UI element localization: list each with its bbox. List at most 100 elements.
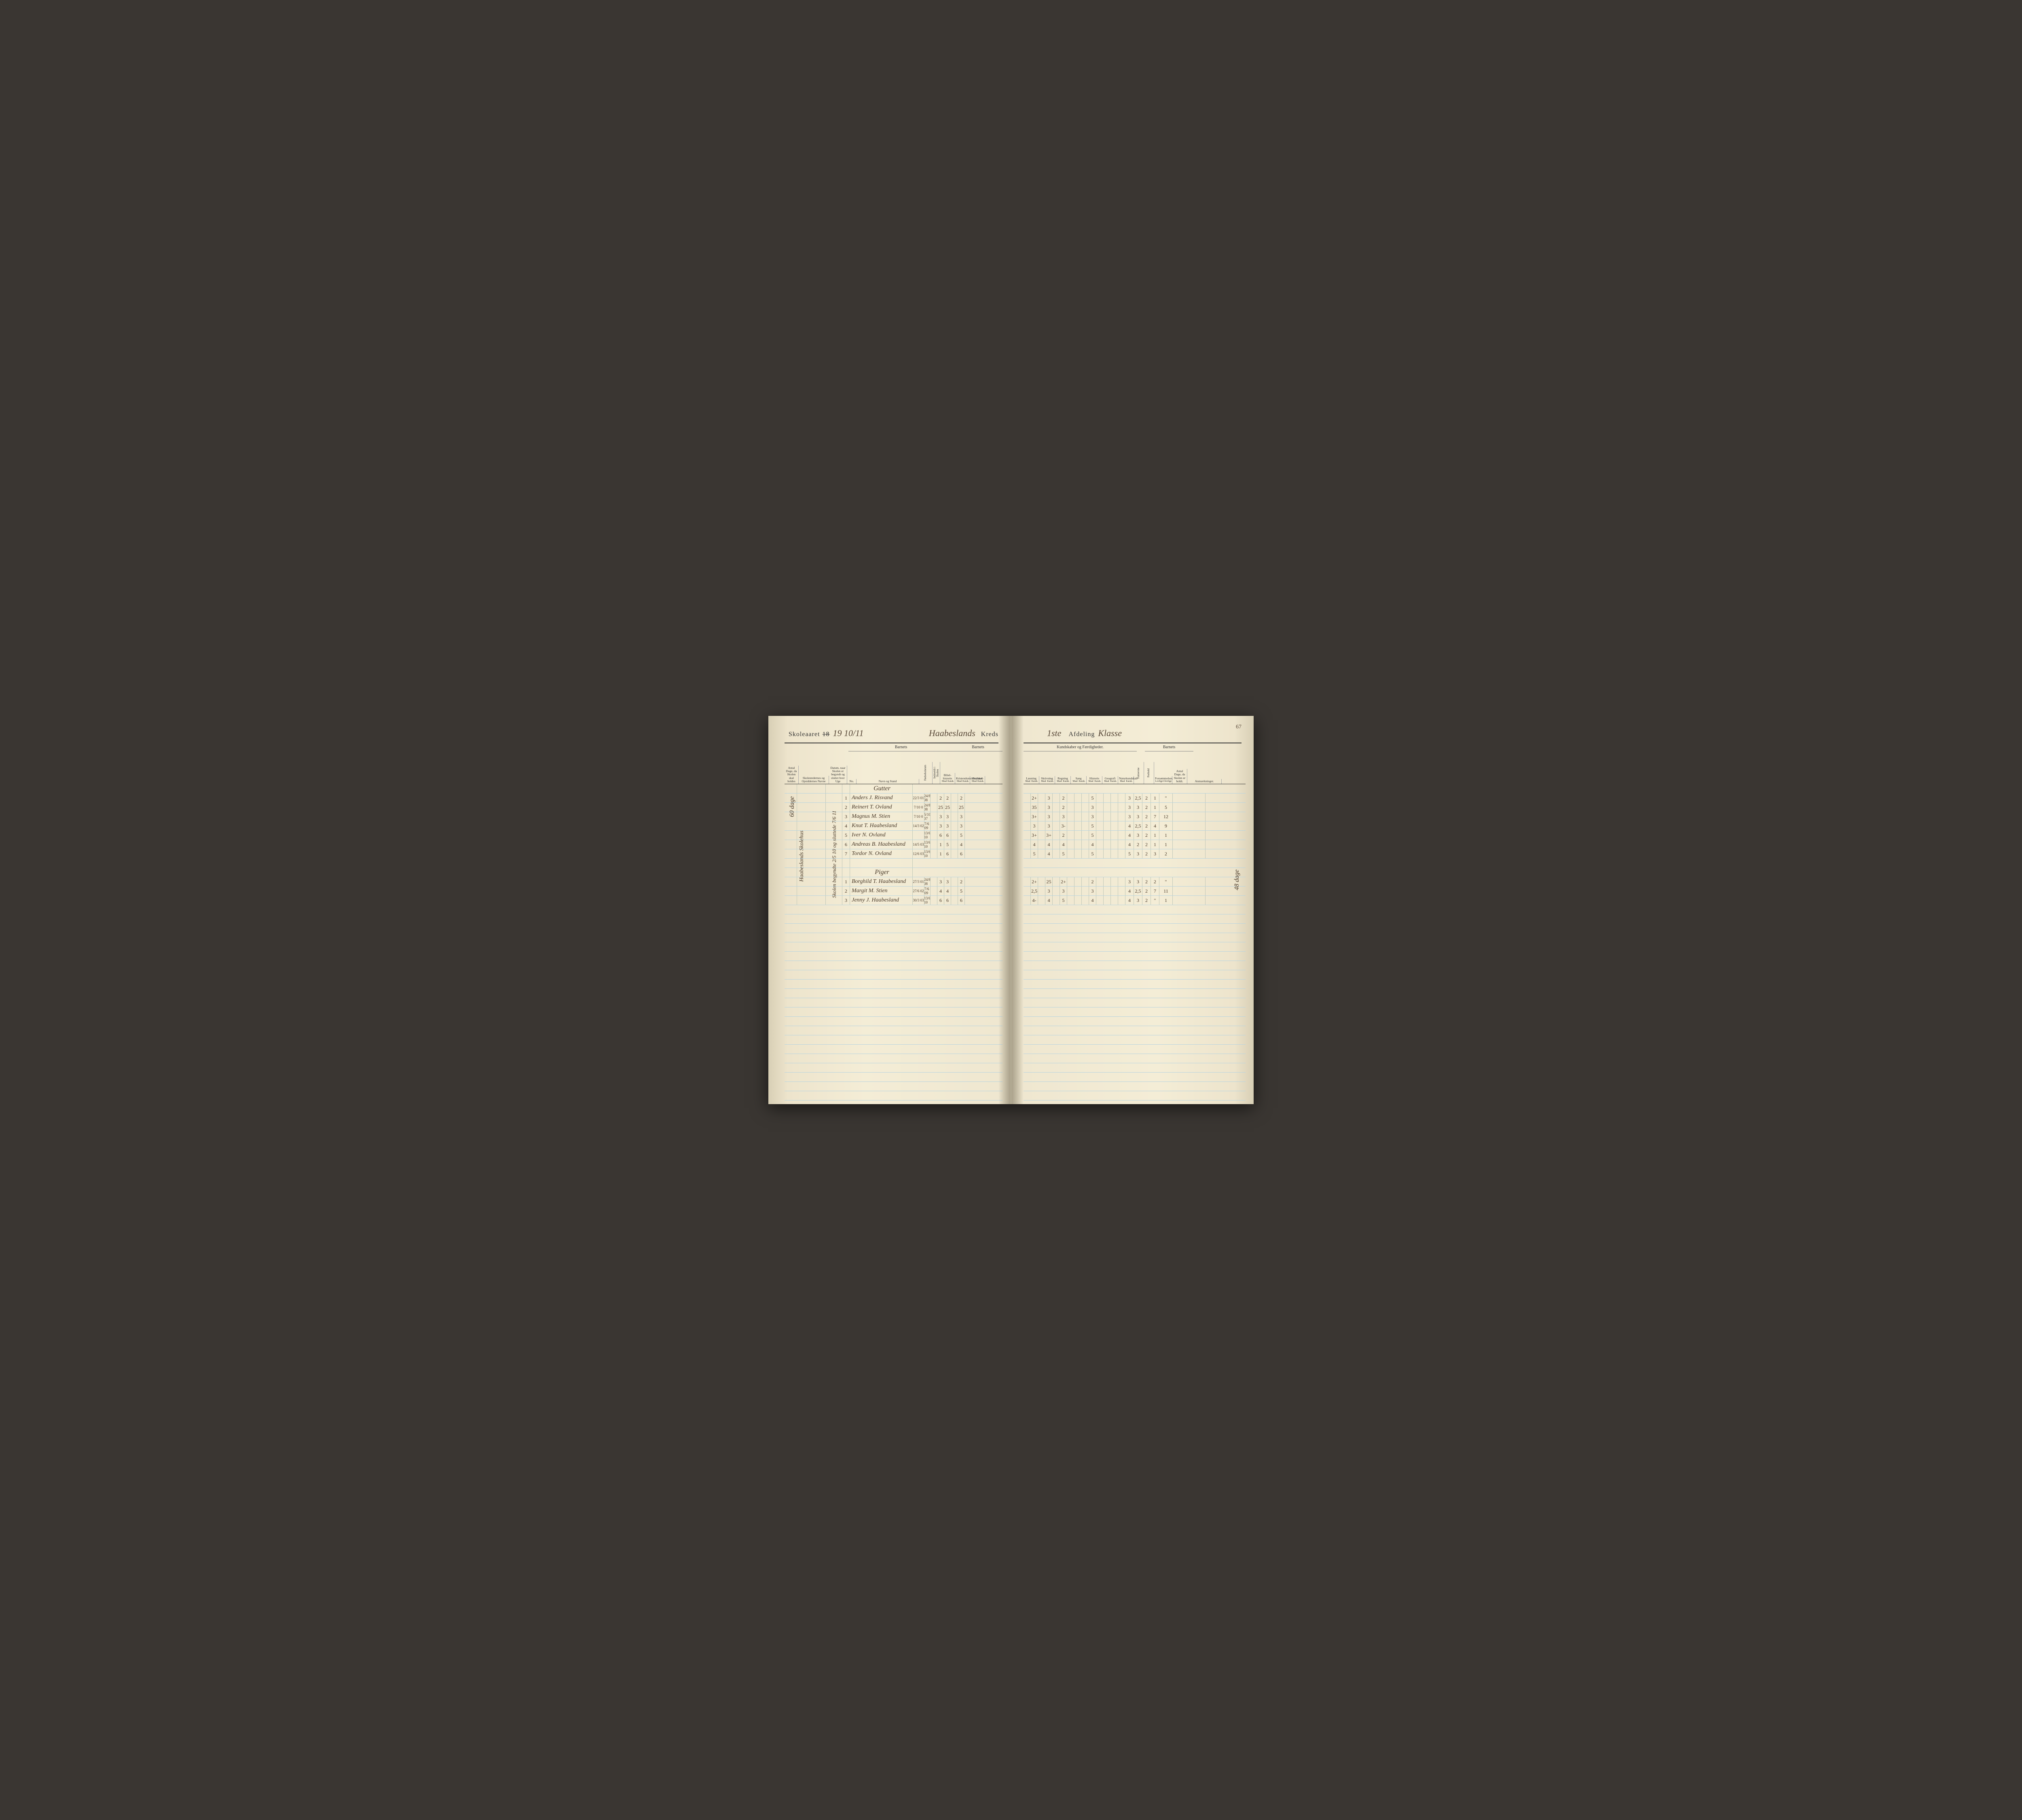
cell-b2: 4 xyxy=(937,887,944,895)
cell-re: 3 xyxy=(1060,887,1067,895)
cell-ad: 5 xyxy=(1159,803,1173,812)
cell-notes xyxy=(1173,803,1206,812)
cell-notes xyxy=(1173,887,1206,895)
cell-ad: 1 xyxy=(1159,896,1173,905)
col-kristendom: Kristendomskundskab xyxy=(956,777,969,780)
table-row xyxy=(785,859,1003,868)
cell-hi: 2 xyxy=(1089,877,1096,886)
cell-notes xyxy=(1173,840,1206,849)
cell-enr: 13/6 10 xyxy=(924,896,931,905)
cell-fa: 4 xyxy=(1125,840,1134,849)
cell-na xyxy=(1118,831,1125,840)
cell-name: Iver N. Ovland xyxy=(850,831,913,840)
cell-fo: 3 xyxy=(1134,812,1142,821)
cell-notes xyxy=(1173,821,1206,830)
empty-row xyxy=(785,998,1003,1007)
cell-fa: 4 xyxy=(1125,831,1134,840)
cell-name: Anders J. Risvand xyxy=(850,794,913,802)
empty-row xyxy=(785,1045,1003,1054)
klasse: Klasse xyxy=(1098,728,1122,739)
cell-notes xyxy=(1173,877,1206,886)
cell-fa: 4 xyxy=(1125,887,1134,895)
cell-la: 2,5 xyxy=(1031,887,1038,895)
cell-fa: 3 xyxy=(1125,812,1134,821)
empty-row xyxy=(1024,924,1246,933)
cell-dob: 7/10 0 xyxy=(913,812,924,821)
cell-k2 xyxy=(951,896,958,905)
cell-re: 4 xyxy=(1060,840,1067,849)
cell-sk: 3 xyxy=(1045,794,1053,802)
cell-ge xyxy=(1104,831,1111,840)
empty-row xyxy=(1024,1007,1246,1017)
col-sang: Sang xyxy=(1072,777,1085,780)
empty-row xyxy=(785,1026,1003,1035)
binding-shadow xyxy=(998,716,1011,1104)
cell-la: 35 xyxy=(1031,803,1038,812)
col-anmaerkninger: Anmærkninger. xyxy=(1187,779,1222,784)
cell-k2 xyxy=(951,877,958,886)
cell-dob: 27/6 02 xyxy=(913,887,924,895)
cell-sk: 3 xyxy=(1045,803,1053,812)
cell-sa xyxy=(1074,840,1082,849)
right-col-headers: LæsningMaalKarak. SkrivningMaalKarak. Re… xyxy=(1024,751,1246,784)
cell-sa xyxy=(1074,887,1082,895)
cell-na xyxy=(1118,887,1125,895)
cell-p: 5 xyxy=(958,831,965,840)
skoleaaret-label: Skoleaaret xyxy=(789,731,820,738)
cell-ge xyxy=(1104,887,1111,895)
cell-k2 xyxy=(951,821,958,830)
cell-hi: 5 xyxy=(1089,794,1096,802)
cell-enr: 7/6 09 xyxy=(924,887,931,895)
empty-row xyxy=(1024,914,1246,924)
table-row: 2,5 3 3 3 4 2,5 2 7 11 xyxy=(1024,887,1246,896)
cell-fo: 3 xyxy=(1134,896,1142,905)
cell-la: 2+ xyxy=(1031,877,1038,886)
cell-notes xyxy=(1173,896,1206,905)
cell-p: 25 xyxy=(958,803,965,812)
table-row: 4 4 4 4 4 2 2 1 1 xyxy=(1024,840,1246,849)
group-kundskaber: Kundskaber og Færdigheder. xyxy=(1024,743,1137,751)
empty-row xyxy=(1024,989,1246,998)
cell-b1 xyxy=(931,840,937,849)
cell-p: 4 xyxy=(958,840,965,849)
cell-na xyxy=(1118,877,1125,886)
empty-row xyxy=(1024,933,1246,942)
cell-f2: 4 xyxy=(1151,821,1159,830)
cell-fa: 5 xyxy=(1125,849,1134,858)
cell-na xyxy=(1118,840,1125,849)
cell-hi: 5 xyxy=(1089,821,1096,830)
empty-row xyxy=(1024,998,1246,1007)
cell-la: 4- xyxy=(1031,896,1038,905)
cell-b2: 1 xyxy=(937,849,944,858)
table-row: 5 Iver N. Ovland 13/6 10 6 6 5 xyxy=(785,831,1003,840)
empty-row xyxy=(1024,942,1246,952)
page-number: 67 xyxy=(1236,724,1242,730)
cell-ad: 1 xyxy=(1159,840,1173,849)
cell-ge xyxy=(1104,877,1111,886)
cell-sa xyxy=(1074,877,1082,886)
table-row: 2+ 25 2+ 2 3 3 2 2 " xyxy=(1024,877,1246,887)
cell-b2: 6 xyxy=(937,896,944,905)
col-fatteevne: Fatteevne xyxy=(1137,763,1140,783)
section-label xyxy=(850,859,913,868)
cell-ad: 1 xyxy=(1159,831,1173,840)
cell-re: 2 xyxy=(1060,831,1067,840)
col-fodsel: Fødselsdatum xyxy=(924,763,927,783)
empty-row xyxy=(785,980,1003,989)
table-row: 1 Anders J. Risvand 22/3 01 24/8 08 2 2 … xyxy=(785,794,1003,803)
empty-row xyxy=(785,1007,1003,1017)
table-row: 35 3 2 3 3 3 2 1 5 xyxy=(1024,803,1246,812)
cell-f1: 2 xyxy=(1142,896,1151,905)
empty-row xyxy=(1024,970,1246,980)
cell-fo: 2,5 xyxy=(1134,821,1142,830)
cell-ge xyxy=(1104,803,1111,812)
group-barnets-left-2: Barnets xyxy=(954,743,1003,751)
table-row: 3 Jenny J. Haabesland 30/3 03 13/6 10 6 … xyxy=(785,896,1003,905)
cell-na xyxy=(1118,849,1125,858)
cell-no: 4 xyxy=(842,821,850,830)
cell-dob xyxy=(913,831,924,840)
cell-b2: 1 xyxy=(937,840,944,849)
empty-row xyxy=(785,961,1003,970)
empty-row xyxy=(1024,1063,1246,1073)
cell-fa: 3 xyxy=(1125,877,1134,886)
